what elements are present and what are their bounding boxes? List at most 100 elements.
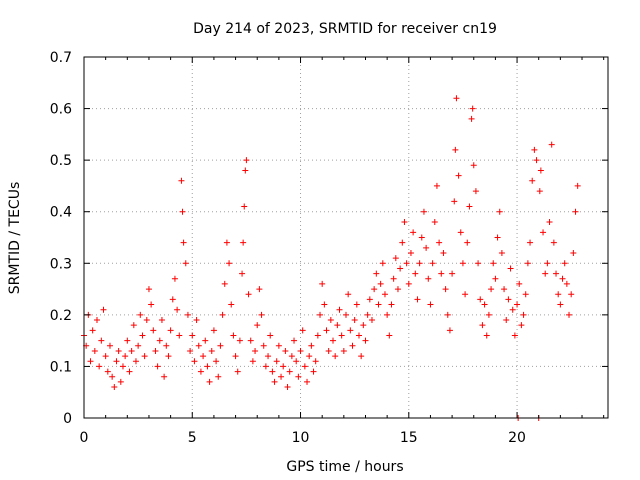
data-point <box>269 368 276 375</box>
data-point <box>208 347 215 354</box>
data-point <box>100 306 107 313</box>
data-point <box>392 255 399 262</box>
data-point <box>321 301 328 308</box>
data-point <box>373 270 380 277</box>
data-point <box>87 358 94 365</box>
data-point <box>312 358 319 365</box>
data-point <box>388 301 395 308</box>
y-tick-label: 0 <box>63 411 72 427</box>
data-point <box>102 353 109 360</box>
data-point <box>330 337 337 344</box>
data-point <box>410 229 417 236</box>
data-point <box>179 208 186 215</box>
y-tick-label: 0.6 <box>50 102 72 118</box>
y-tick-label: 0.7 <box>50 50 72 66</box>
data-point <box>128 347 135 354</box>
data-point <box>457 229 464 236</box>
data-point <box>124 337 131 344</box>
axis-ticks: 0 5 10 15 20 0 0.1 0.2 0.3 0.4 0.5 0.6 0.7 <box>50 50 608 446</box>
data-point <box>187 347 194 354</box>
data-point <box>275 342 282 349</box>
data-point <box>438 270 445 277</box>
data-point <box>379 260 386 267</box>
data-point <box>301 363 308 370</box>
data-point <box>360 322 367 329</box>
data-point <box>332 353 339 360</box>
data-point <box>462 291 469 298</box>
data-point <box>240 239 247 246</box>
data-point <box>200 353 207 360</box>
data-point <box>518 322 525 329</box>
data-point <box>472 188 479 195</box>
data-point <box>364 311 371 318</box>
data-point <box>152 347 159 354</box>
data-point <box>130 322 137 329</box>
data-point <box>418 234 425 241</box>
data-point <box>429 260 436 267</box>
data-point <box>555 291 562 298</box>
data-point <box>507 265 514 272</box>
data-point <box>452 146 459 153</box>
data-point <box>109 373 116 380</box>
data-point <box>119 363 126 370</box>
data-point <box>139 332 146 339</box>
data-point <box>481 301 488 308</box>
data-point <box>245 291 252 298</box>
data-point <box>436 239 443 246</box>
data-point <box>449 270 456 277</box>
data-point <box>540 229 547 236</box>
data-point <box>191 358 198 365</box>
data-point <box>444 311 451 318</box>
data-point <box>433 182 440 189</box>
data-points <box>81 95 581 421</box>
data-point <box>459 260 466 267</box>
data-point <box>243 157 250 164</box>
data-point <box>533 157 540 164</box>
x-tick-label: 20 <box>508 430 526 446</box>
data-point <box>135 342 142 349</box>
data-point <box>195 342 202 349</box>
data-point <box>548 141 555 148</box>
data-point <box>310 368 317 375</box>
data-point <box>524 260 531 267</box>
data-point <box>440 249 447 256</box>
data-point <box>442 286 449 293</box>
data-point <box>397 265 404 272</box>
data-point <box>451 198 458 205</box>
data-point <box>117 378 124 385</box>
data-point <box>178 177 185 184</box>
data-point <box>106 342 113 349</box>
data-point <box>477 296 484 303</box>
data-point <box>143 317 150 324</box>
y-tick-label: 0.4 <box>50 205 72 221</box>
data-point <box>293 358 300 365</box>
data-point <box>561 260 568 267</box>
data-point <box>537 167 544 174</box>
data-point <box>273 358 280 365</box>
data-point <box>267 332 274 339</box>
data-point <box>485 311 492 318</box>
data-point <box>241 203 248 210</box>
data-point <box>384 311 391 318</box>
data-point <box>258 311 265 318</box>
data-point <box>145 286 152 293</box>
data-point <box>403 260 410 267</box>
data-point <box>347 327 354 334</box>
data-point <box>375 301 382 308</box>
data-point <box>193 317 200 324</box>
data-point <box>479 322 486 329</box>
data-point <box>371 286 378 293</box>
data-point <box>197 368 204 375</box>
data-point <box>217 342 224 349</box>
data-point <box>213 358 220 365</box>
data-point <box>401 219 408 226</box>
data-point <box>570 249 577 256</box>
data-point <box>420 208 427 215</box>
data-point <box>503 317 510 324</box>
data-point <box>431 219 438 226</box>
data-point <box>464 239 471 246</box>
data-point <box>394 286 401 293</box>
data-point <box>407 249 414 256</box>
data-point <box>423 244 430 251</box>
